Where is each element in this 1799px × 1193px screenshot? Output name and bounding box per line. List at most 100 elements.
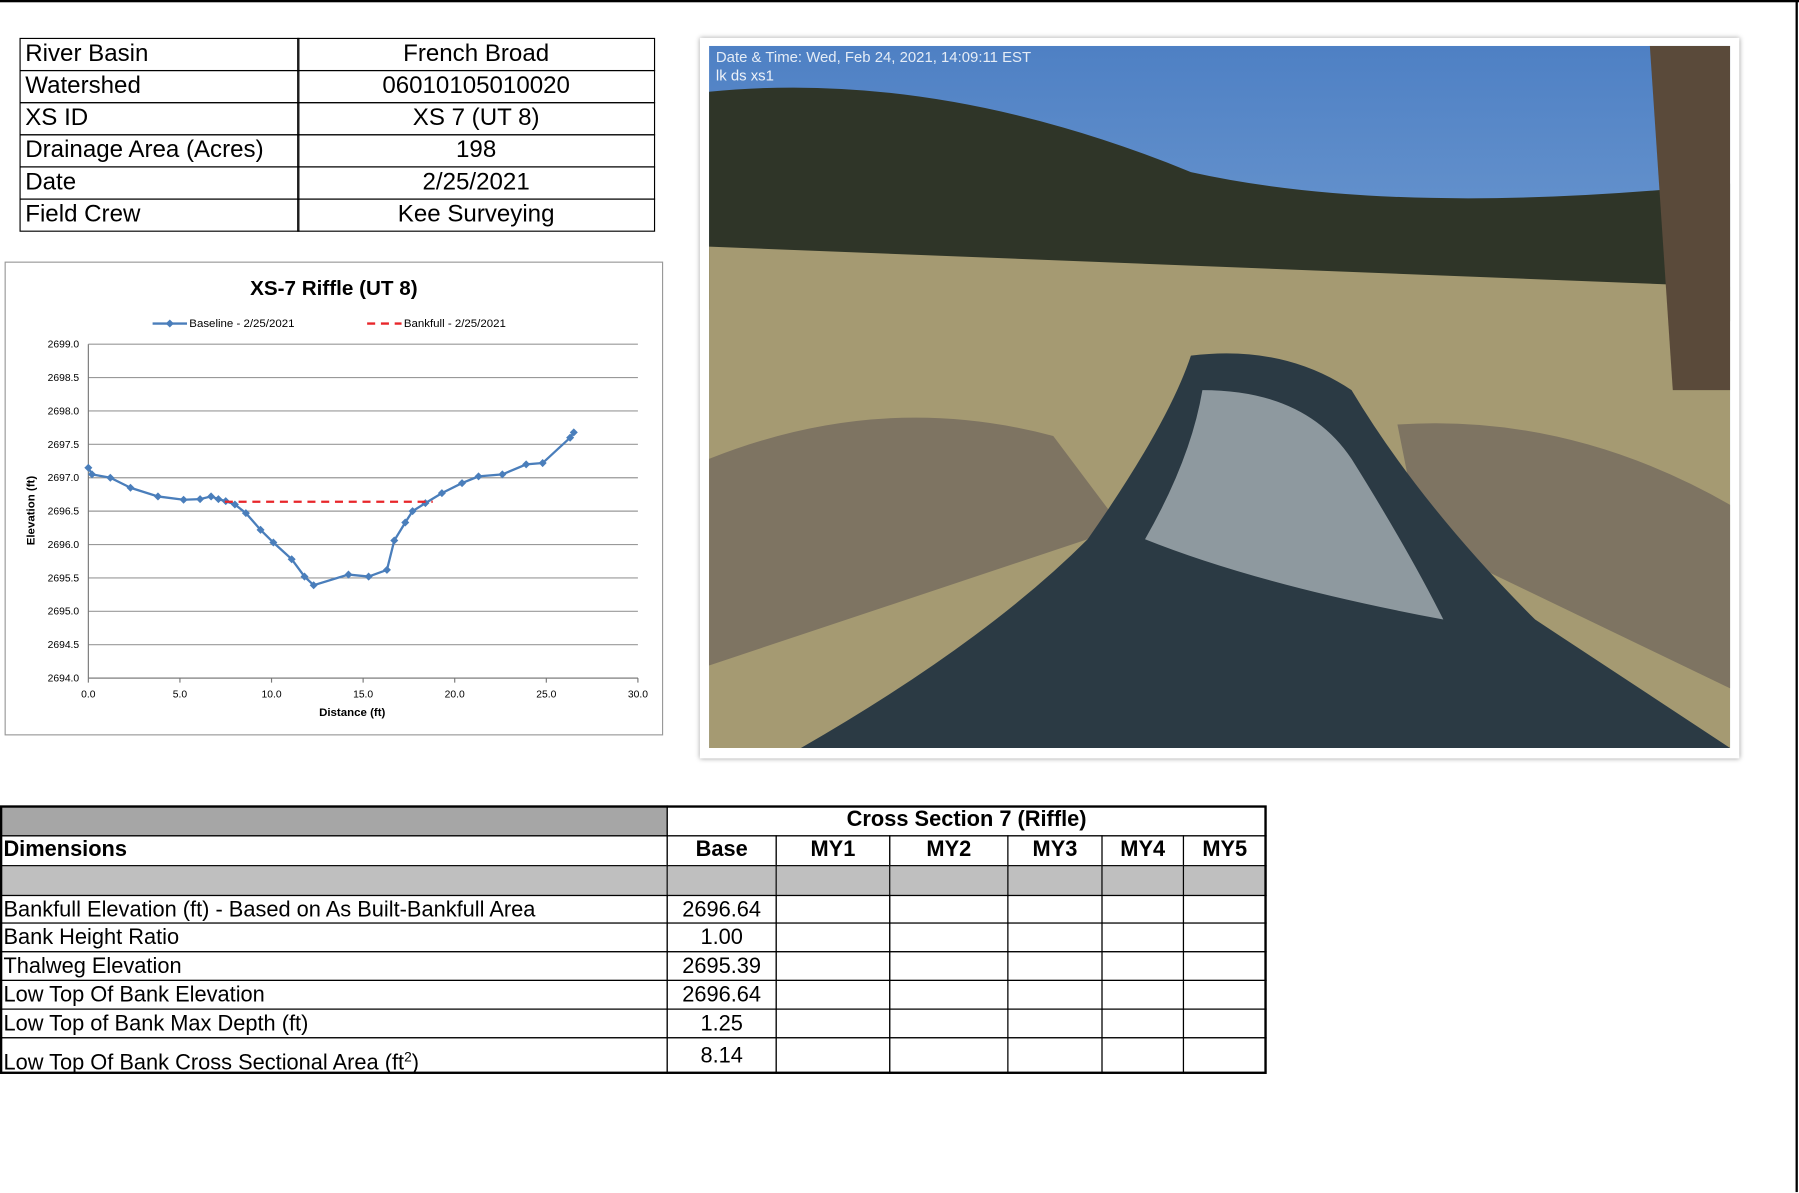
gray-row [666,865,777,897]
x-tick-label: 5.0 [173,690,188,701]
point [179,495,188,504]
point [269,538,278,547]
series-line [87,431,575,587]
legend-marker [165,319,174,328]
empty-cell [1101,922,1185,953]
y-tick-label: 2694.0 [48,674,80,685]
column-header: MY4 [1101,835,1185,867]
row-label: Low Top Of Bank Elevation [0,979,668,1010]
photo-caption: lk ds xs1 [716,68,774,84]
label-text: Low Top Of Bank Cross Sectional Area (ft [3,1051,405,1074]
empty-cell [1182,979,1267,1010]
base-value: 2695.39 [666,951,777,981]
label-text: Bank Height Ratio [3,925,180,950]
point [287,555,296,564]
chart: XS-7 Riffle (UT 8) Distance (ft) Elevati… [25,277,648,719]
x-tick-label: 10.0 [261,690,281,701]
info-label: River Basin [19,37,300,72]
legend-label: Baseline - 2/25/2021 [189,318,294,330]
row-label: Bankfull Elevation (ft) - Based on As Bu… [0,894,668,924]
point [241,509,250,518]
group-header: Cross Section 7 (Riffle) [666,805,1267,837]
y-tick-label: 2697.5 [48,440,80,451]
column-header: MY5 [1182,835,1267,867]
point [214,495,223,504]
y-tick-label: 2697.0 [48,473,80,484]
empty-cell [1182,894,1267,924]
column-header: MY1 [775,835,891,867]
x-tick-label: 30.0 [628,690,648,701]
photo-timestamp: Date & Time: Wed, Feb 24, 2021, 14:09:11… [716,50,1031,66]
empty-cell [775,1037,891,1074]
empty-cell [1007,1037,1103,1074]
base-value: 8.14 [666,1037,777,1074]
photo-frame: Date & Time: Wed, Feb 24, 2021, 14:09:11… [699,37,1740,759]
empty-cell [1101,1008,1185,1039]
point [566,433,575,442]
point [344,570,353,579]
empty-cell [889,979,1009,1010]
y-tick-label: 2695.0 [48,607,80,618]
empty-cell [775,951,891,981]
gray-row [1007,865,1103,897]
empty-cell [889,1037,1009,1074]
point [196,495,205,504]
gray-header [0,805,668,837]
chart-title: XS-7 Riffle (UT 8) [250,277,417,300]
info-value: 06010105010020 [297,69,656,104]
point [84,463,93,472]
column-header: MY3 [1007,835,1103,867]
x-tick-label: 20.0 [445,690,465,701]
info-label: XS ID [19,102,300,136]
y-tick-label: 2696.0 [48,540,80,551]
gray-row [1101,865,1185,897]
label-text: Thalweg Elevation [3,954,182,979]
info-label: Date [19,166,300,200]
point [421,499,430,508]
legend-label: Bankfull - 2/25/2021 [404,318,506,330]
point [230,500,239,509]
x-tick-label: 15.0 [353,690,373,701]
point [401,518,410,527]
empty-cell [1182,951,1267,981]
point [569,428,578,437]
empty-cell [1101,951,1185,981]
gray-row [889,865,1009,897]
label-text: ) [411,1051,420,1074]
column-header: Base [666,835,777,867]
y-axis-label: Elevation (ft) [25,476,37,546]
x-axis-label: Distance (ft) [319,707,385,719]
empty-cell [1182,1037,1267,1074]
base-value: 1.00 [666,922,777,953]
y-tick-label: 2695.5 [48,573,80,584]
y-tick-label: 2696.5 [48,507,80,518]
info-value: XS 7 (UT 8) [297,102,656,136]
info-value: French Broad [297,37,656,72]
row-label: Low Top Of Bank Cross Sectional Area (ft… [0,1037,668,1074]
photo: Date & Time: Wed, Feb 24, 2021, 14:09:11… [709,45,1731,749]
point [364,572,373,581]
y-tick-label: 2698.0 [48,406,80,417]
empty-cell [1007,979,1103,1010]
empty-cell [889,922,1009,953]
right-border [1795,0,1798,1193]
chart-frame: XS-7 Riffle (UT 8) Distance (ft) Elevati… [4,261,664,736]
y-tick-label: 2694.5 [48,640,80,651]
row-label: Thalweg Elevation [0,951,668,981]
gray-row [775,865,891,897]
empty-cell [889,951,1009,981]
point [522,460,531,469]
point [498,470,507,479]
empty-cell [1007,894,1103,924]
empty-cell [1007,1008,1103,1039]
point [126,483,135,492]
y-tick-label: 2699.0 [48,340,80,351]
superscript: 2 [404,1048,412,1065]
point [538,459,547,468]
info-value: Kee Surveying [297,198,656,232]
point [300,572,309,581]
gray-row [1182,865,1267,897]
label-text: Low Top of Bank Max Depth (ft) [3,1011,309,1037]
label-text: Bankfull Elevation (ft) - Based on As Bu… [3,898,536,923]
